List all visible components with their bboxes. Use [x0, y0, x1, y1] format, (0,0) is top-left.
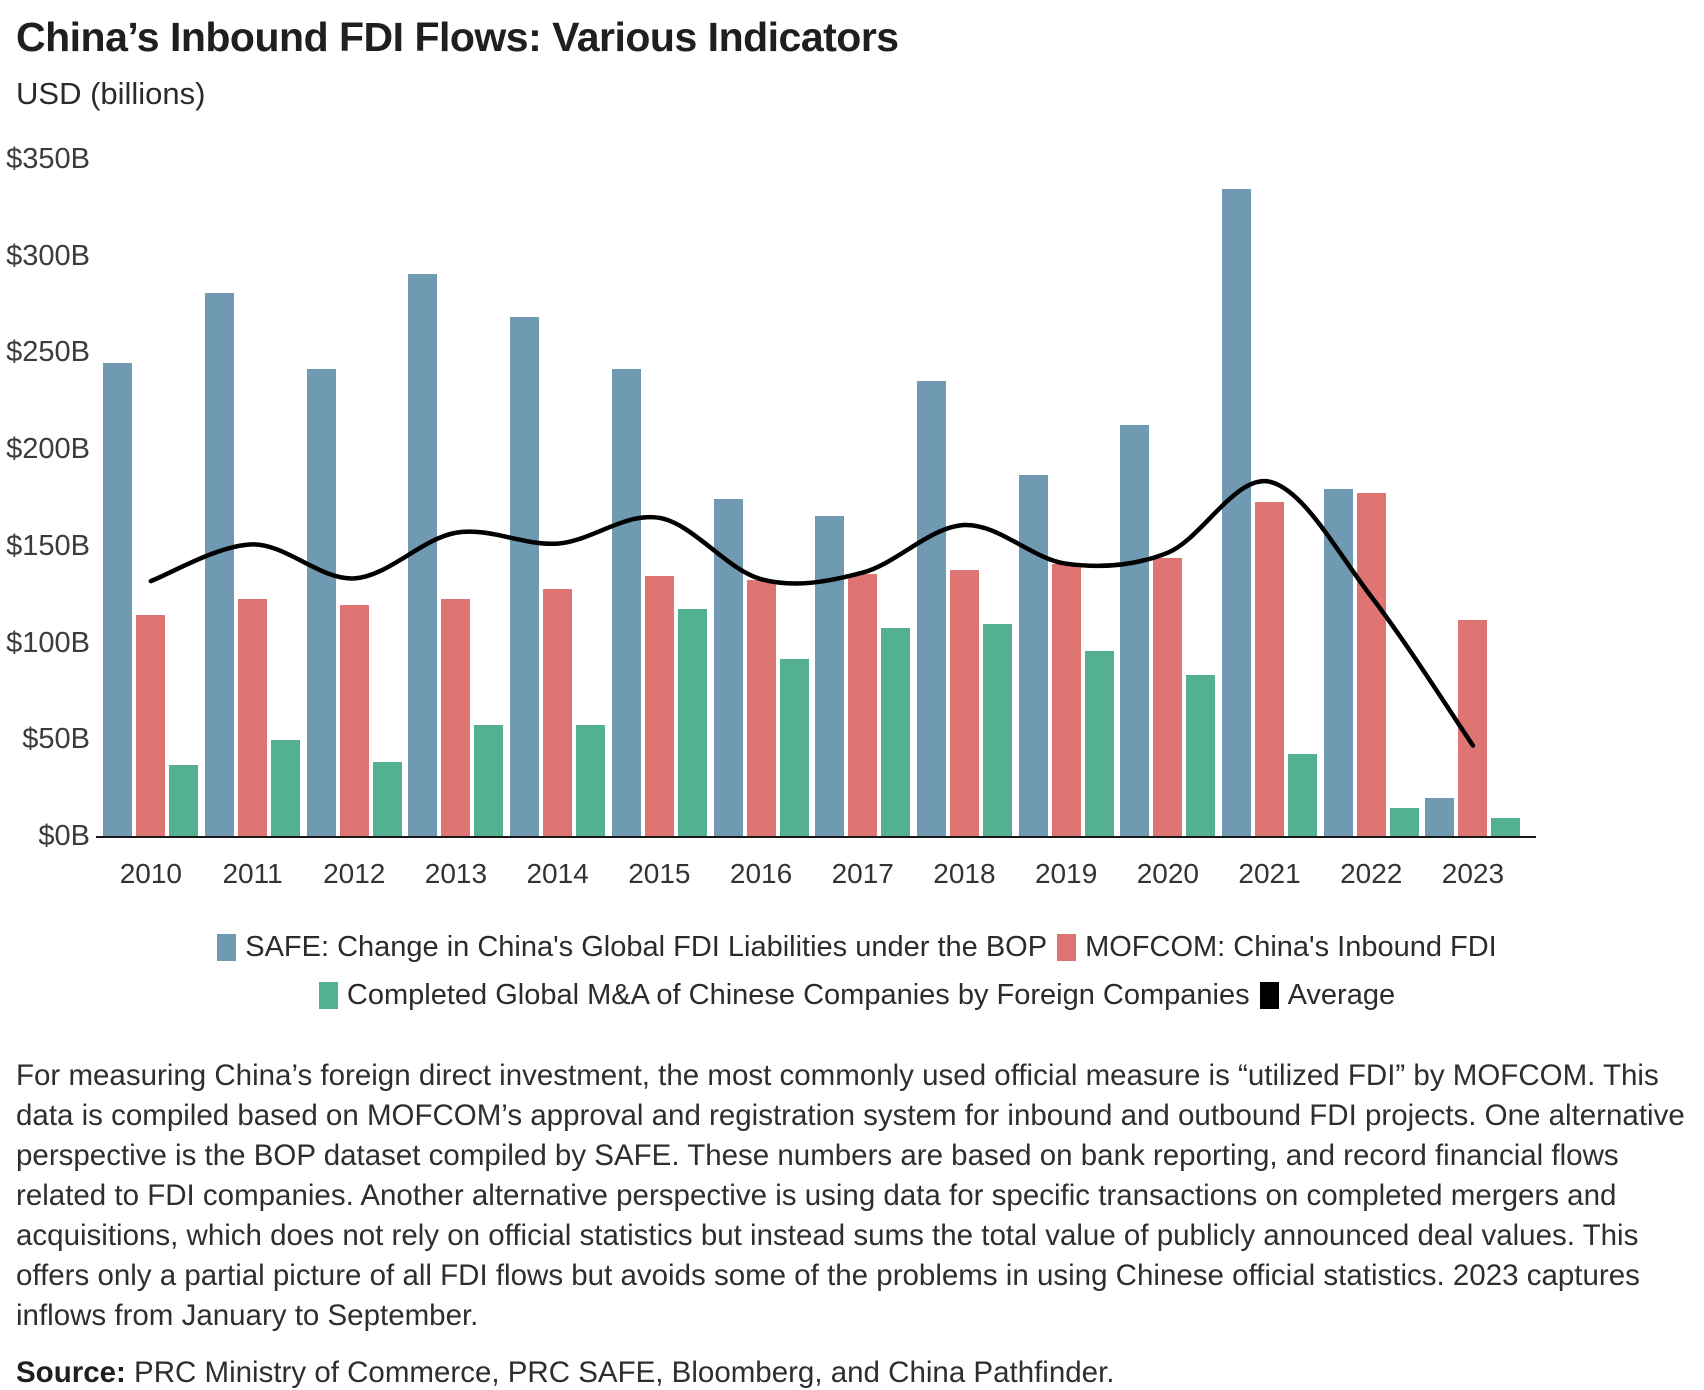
bar-safe-2010 — [103, 363, 133, 837]
bar-mofcom-2012 — [339, 604, 369, 837]
bar-safe-2023 — [1425, 798, 1455, 837]
bar-ma-2015 — [677, 608, 707, 837]
bar-safe-2012 — [306, 368, 336, 837]
bar-mofcom-2020 — [1153, 558, 1183, 837]
bar-mofcom-2011 — [238, 599, 268, 837]
chart-title: China’s Inbound FDI Flows: Various Indic… — [16, 14, 899, 60]
x-tick-2016: 2016 — [729, 858, 793, 889]
y-tick-200: $200B — [6, 433, 90, 466]
x-tick-2015: 2015 — [628, 858, 691, 889]
x-tick-2020: 2020 — [1136, 858, 1199, 889]
bar-ma-2018 — [982, 624, 1012, 837]
bar-safe-2016 — [713, 498, 743, 837]
chart-subtitle: USD (billions) — [16, 76, 206, 111]
average-line — [148, 478, 1476, 748]
legend-label: SAFE: Change in China's Global FDI Liabi… — [245, 931, 1048, 963]
y-tick-300: $300B — [6, 239, 90, 272]
legend-row-1: SAFE: Change in China's Global FDI Liabi… — [0, 931, 1704, 964]
y-tick-0: $0B — [38, 820, 90, 852]
bar-safe-2020 — [1120, 424, 1150, 837]
bar-ma-2014 — [576, 724, 606, 837]
bar-mofcom-2010 — [136, 614, 166, 837]
bar-ma-2020 — [1186, 674, 1216, 837]
x-tick-2011: 2011 — [222, 858, 283, 889]
legend-item: SAFE: Change in China's Global FDI Liabi… — [207, 931, 1047, 964]
bar-safe-2011 — [205, 293, 235, 837]
bar-mofcom-2018 — [949, 570, 979, 837]
bar-ma-2010 — [169, 765, 199, 837]
bar-ma-2011 — [271, 740, 301, 837]
bar-mofcom-2019 — [1051, 564, 1081, 837]
bar-mofcom-2022 — [1356, 492, 1386, 837]
source-label: Source: — [16, 1355, 126, 1389]
source-line: Source: PRC Ministry of Commerce, PRC SA… — [16, 1356, 1114, 1390]
bar-ma-2021 — [1288, 753, 1318, 837]
legend-label: Completed Global M&A of Chinese Companie… — [346, 979, 1250, 1011]
figure-note: For measuring China’s foreign direct inv… — [16, 1058, 1685, 1332]
legend-item: Average — [1250, 979, 1396, 1012]
bar-safe-2017 — [815, 515, 845, 837]
x-tick-2014: 2014 — [526, 858, 589, 889]
x-tick-2010: 2010 — [119, 858, 182, 889]
bar-safe-2018 — [916, 380, 946, 837]
x-tick-2013: 2013 — [424, 858, 488, 889]
bar-ma-2022 — [1389, 807, 1419, 837]
legend-row-2: Completed Global M&A of Chinese Companie… — [0, 979, 1704, 1012]
y-tick-250: $250B — [6, 336, 90, 369]
bar-ma-2013 — [474, 724, 504, 837]
x-tick-2017: 2017 — [831, 858, 894, 889]
bar-mofcom-2017 — [848, 573, 878, 837]
y-tick-350: $350B — [6, 143, 90, 175]
y-tick-50: $50B — [22, 723, 90, 756]
legend-swatch-icon — [1259, 982, 1279, 1009]
x-tick-2021: 2021 — [1238, 858, 1301, 889]
bar-safe-2021 — [1222, 189, 1252, 837]
bar-safe-2019 — [1018, 475, 1048, 837]
legend-swatch-icon — [1057, 934, 1077, 961]
bar-mofcom-2023 — [1458, 620, 1488, 837]
bar-safe-2013 — [408, 274, 438, 837]
bar-mofcom-2014 — [543, 589, 573, 837]
bar-safe-2015 — [611, 368, 641, 837]
x-tick-2018: 2018 — [933, 858, 996, 889]
legend-item: Completed Global M&A of Chinese Companie… — [309, 979, 1250, 1012]
legend-item: MOFCOM: China's Inbound FDI — [1047, 931, 1497, 964]
x-axis-line — [96, 836, 1536, 838]
bar-safe-2014 — [510, 316, 540, 837]
bar-mofcom-2015 — [644, 575, 674, 837]
bar-ma-2019 — [1084, 651, 1114, 837]
bar-mofcom-2021 — [1255, 502, 1285, 837]
x-tick-2019: 2019 — [1034, 858, 1098, 889]
y-tick-100: $100B — [6, 626, 90, 659]
legend-swatch-icon — [318, 982, 338, 1009]
bar-ma-2016 — [779, 659, 809, 837]
legend-swatch-icon — [217, 934, 237, 961]
y-axis-tick-labels: $0B $50B $100B $150B $200B $250B $300B $350B — [0, 0, 90, 900]
bar-ma-2017 — [881, 628, 911, 837]
bar-mofcom-2013 — [441, 599, 471, 837]
x-tick-2022: 2022 — [1340, 858, 1403, 889]
bar-safe-2022 — [1323, 488, 1353, 837]
bar-ma-2023 — [1491, 817, 1521, 837]
source-text: PRC Ministry of Commerce, PRC SAFE, Bloo… — [125, 1355, 1115, 1389]
y-tick-150: $150B — [6, 529, 90, 562]
bar-ma-2012 — [372, 761, 402, 837]
legend-label: MOFCOM: China's Inbound FDI — [1085, 931, 1497, 963]
bar-mofcom-2016 — [746, 579, 776, 837]
x-tick-2023: 2023 — [1441, 858, 1505, 889]
legend-label: Average — [1287, 979, 1396, 1011]
x-tick-2012: 2012 — [323, 858, 386, 889]
